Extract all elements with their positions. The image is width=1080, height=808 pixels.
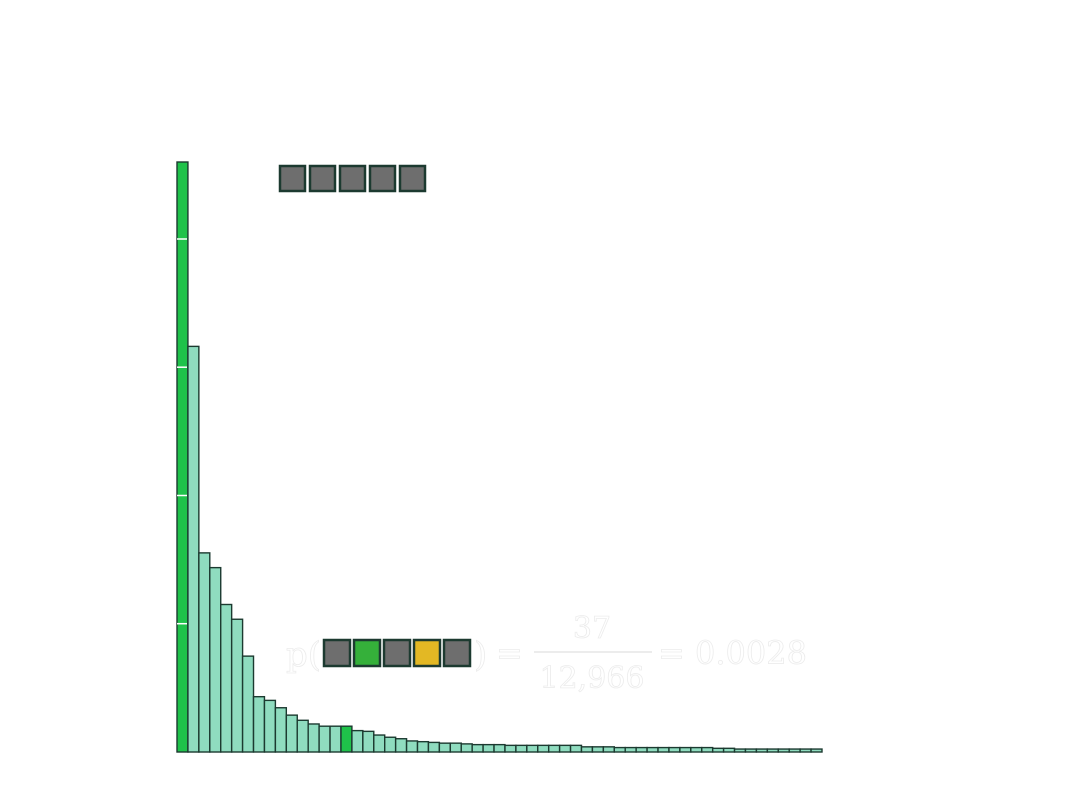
- bar: [296, 719, 309, 753]
- pattern-tile-green: [352, 638, 382, 668]
- bar: [329, 725, 342, 753]
- bar: [569, 744, 583, 753]
- bar: [744, 748, 758, 753]
- formula-result: = 0.0028: [658, 634, 807, 672]
- bar: [701, 746, 714, 753]
- bar: [274, 707, 288, 753]
- bar: [493, 743, 506, 753]
- bar: [405, 740, 419, 753]
- bar: [679, 746, 692, 753]
- pattern-tile-gray: [382, 638, 412, 668]
- bar: [230, 618, 244, 753]
- pattern-tile-gray: [398, 164, 427, 193]
- bar: [810, 748, 823, 753]
- formula-denominator: 12,966: [540, 661, 645, 696]
- bar: [624, 746, 637, 753]
- bar: [799, 748, 812, 753]
- bar: [416, 740, 430, 753]
- bar: [307, 723, 320, 753]
- pattern-tile-gray: [338, 164, 367, 193]
- formula-numerator: 37: [573, 611, 611, 646]
- formula-suffix: ): [474, 635, 487, 675]
- bar-highlighted: [340, 725, 353, 753]
- bar: [722, 747, 736, 753]
- probability-formula: p( ) = 37 12,966 = 0.0028: [286, 611, 808, 697]
- y-axis-ticks: [177, 238, 187, 625]
- bar: [526, 744, 539, 753]
- bars-group: [176, 161, 823, 753]
- bar: [394, 738, 408, 753]
- bar: [657, 746, 670, 753]
- formula-equals: =: [496, 634, 523, 672]
- bar: [263, 699, 277, 753]
- bar: [777, 748, 790, 753]
- bar: [241, 655, 255, 753]
- bar: [755, 748, 769, 753]
- pattern-legend: [278, 164, 427, 193]
- bar: [547, 744, 561, 753]
- bar: [788, 748, 801, 753]
- bar: [427, 741, 441, 753]
- bar: [220, 603, 233, 753]
- pattern-tile-gray: [368, 164, 397, 193]
- bar: [580, 746, 594, 753]
- bar: [373, 734, 386, 753]
- bar: [537, 744, 550, 753]
- bar: [515, 744, 528, 753]
- pattern-tile-gray: [308, 164, 337, 193]
- bar: [362, 730, 375, 753]
- bar: [668, 746, 681, 753]
- pattern-tile-gray: [278, 164, 307, 193]
- bar: [613, 746, 626, 753]
- bar: [646, 746, 659, 753]
- bar: [384, 736, 397, 753]
- pattern-tile-yellow: [412, 638, 442, 668]
- bar: [209, 566, 222, 753]
- bar-highlighted: [176, 161, 189, 753]
- bar: [591, 746, 605, 753]
- bar: [690, 746, 703, 753]
- bar: [471, 743, 484, 753]
- bar: [198, 552, 211, 753]
- bar: [252, 695, 266, 753]
- bar: [482, 743, 495, 753]
- formula-prefix: p(: [286, 635, 321, 675]
- bar: [558, 744, 572, 753]
- bar: [635, 746, 648, 753]
- bar: [711, 747, 725, 753]
- bar: [449, 742, 462, 753]
- bar: [460, 743, 473, 753]
- bar: [187, 345, 200, 753]
- bar: [504, 744, 517, 753]
- pattern-tile-gray: [442, 638, 472, 668]
- bar: [285, 714, 298, 753]
- bar: [438, 742, 451, 753]
- pattern-tile-gray: [322, 638, 352, 668]
- bar: [351, 729, 364, 753]
- bar: [318, 725, 331, 753]
- bar: [766, 748, 779, 753]
- bar: [733, 748, 747, 753]
- bar: [602, 746, 615, 753]
